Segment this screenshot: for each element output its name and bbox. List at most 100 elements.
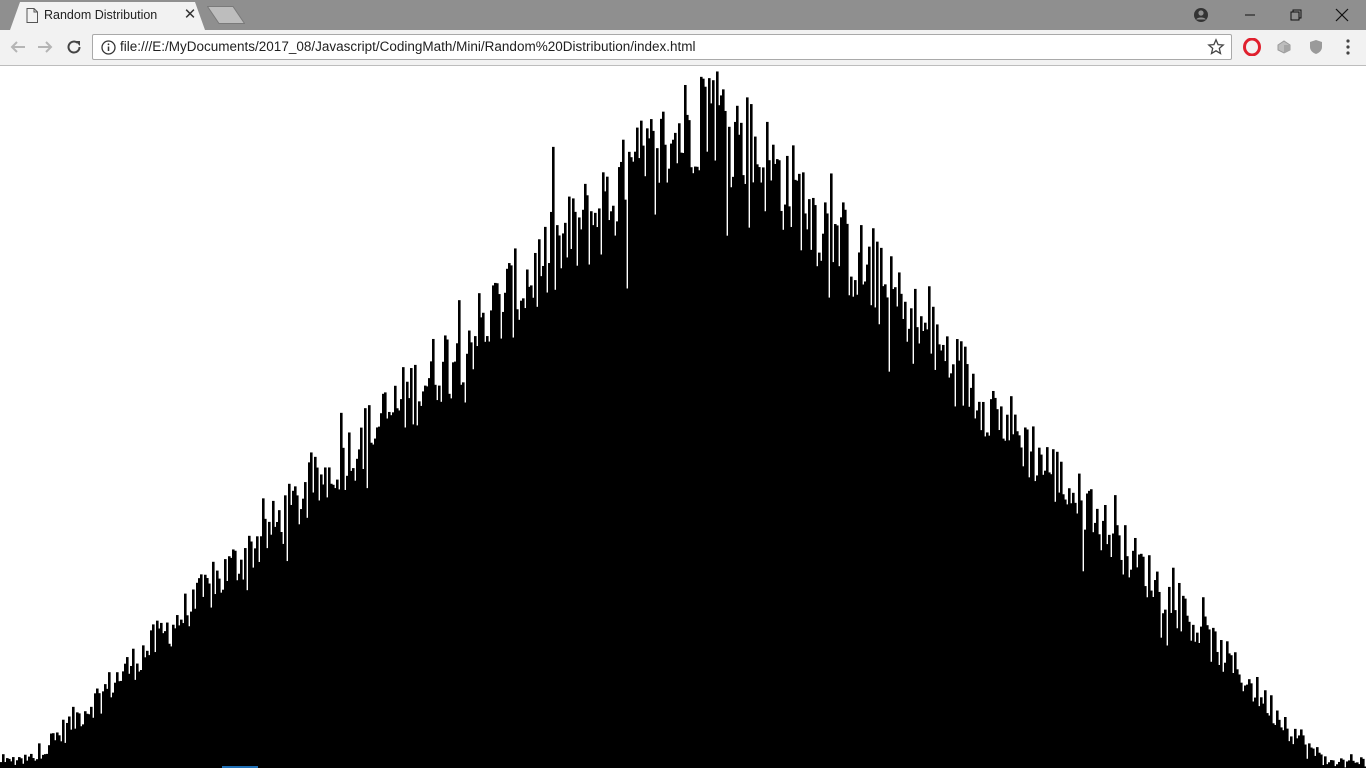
histogram-bar (336, 479, 339, 768)
histogram-bar (1162, 613, 1165, 768)
histogram-bar (476, 346, 479, 768)
histogram-bar (734, 121, 737, 768)
histogram-bar (114, 682, 117, 768)
histogram-bar (276, 521, 279, 768)
histogram-bar (600, 254, 603, 768)
histogram-bar (632, 161, 635, 768)
histogram-bar (1016, 431, 1019, 768)
histogram-bar (1062, 494, 1065, 768)
histogram-bar (684, 84, 687, 768)
histogram-bar (1346, 761, 1349, 768)
histogram-bar (1336, 764, 1339, 768)
histogram-bar (900, 293, 903, 768)
histogram-bar (758, 167, 761, 768)
star-icon[interactable] (1207, 38, 1225, 56)
histogram-bar (1192, 624, 1195, 768)
histogram-bar (1296, 738, 1299, 768)
histogram-bar (906, 341, 909, 768)
histogram-bar (676, 163, 679, 768)
histogram-bar (1238, 674, 1241, 768)
histogram-bar (1286, 728, 1289, 768)
histogram-bar (288, 483, 291, 768)
histogram-bar (348, 432, 351, 768)
browser-tab-active[interactable]: Random Distribution ✕ (10, 2, 205, 30)
histogram-bar (838, 266, 841, 768)
histogram-bar (1276, 710, 1279, 768)
distribution-canvas (0, 71, 1366, 768)
histogram-bar (744, 183, 747, 768)
histogram-bar (60, 741, 63, 768)
histogram-bar (146, 650, 149, 768)
histogram-bar (722, 89, 725, 768)
histogram-bar (12, 757, 15, 768)
histogram-bar (1226, 641, 1229, 768)
histogram-bar (490, 310, 493, 768)
histogram-bar (420, 405, 423, 768)
histogram-bar (916, 327, 919, 768)
histogram-bar (370, 442, 373, 768)
histogram-bar (910, 308, 913, 768)
histogram-bar (1184, 598, 1187, 768)
histogram-bar (274, 526, 277, 768)
histogram-bar (840, 217, 843, 768)
histogram-bar (738, 134, 741, 768)
new-tab-button[interactable] (207, 6, 245, 24)
histogram-bar (1342, 759, 1345, 768)
histogram-bar (882, 286, 885, 768)
histogram-bar (290, 504, 293, 768)
shield-extension-icon[interactable] (1306, 37, 1326, 57)
opera-extension-icon[interactable] (1242, 37, 1262, 57)
histogram-bar (74, 728, 77, 768)
histogram-bar (638, 158, 641, 768)
histogram-bar (528, 286, 531, 768)
histogram-bar (976, 410, 979, 768)
histogram-bar (1014, 414, 1017, 768)
close-icon[interactable] (1319, 0, 1365, 30)
histogram-bar (100, 713, 103, 768)
histogram-bar (532, 297, 535, 768)
histogram-bar (8, 758, 11, 768)
histogram-bar (834, 224, 837, 768)
histogram-bar (530, 285, 533, 768)
histogram-bar (1176, 628, 1179, 768)
histogram-bar (1022, 466, 1025, 768)
histogram-bar (876, 241, 879, 768)
histogram-bar (1314, 755, 1317, 768)
histogram-bar (1064, 499, 1067, 768)
histogram-bar (898, 272, 901, 768)
histogram-bar (392, 412, 395, 768)
minimize-icon[interactable] (1227, 0, 1273, 30)
url-text[interactable]: file:///E:/MyDocuments/2017_08/Javascrip… (120, 39, 696, 54)
histogram-bar (614, 235, 617, 768)
reload-icon[interactable] (62, 35, 86, 59)
info-icon[interactable] (101, 40, 116, 55)
histogram-bar (678, 123, 681, 768)
histogram-bar (486, 336, 489, 768)
restore-icon[interactable] (1273, 0, 1319, 30)
histogram-bar (326, 497, 329, 768)
histogram-bar (826, 213, 829, 768)
histogram-bar (564, 222, 567, 768)
address-bar[interactable]: file:///E:/MyDocuments/2017_08/Javascrip… (92, 34, 1232, 60)
histogram-bar (1364, 766, 1366, 768)
histogram-bar (720, 95, 723, 768)
histogram-bar (1096, 508, 1099, 768)
extension-icon[interactable] (1274, 37, 1294, 57)
histogram-bar (58, 735, 61, 768)
histogram-bar (1052, 449, 1055, 768)
histogram-bar (704, 86, 707, 768)
histogram-bar (914, 288, 917, 768)
histogram-bar (808, 199, 811, 768)
histogram-bar (102, 691, 105, 768)
forward-arrow-icon[interactable] (33, 35, 57, 59)
tab-close-icon[interactable]: ✕ (183, 6, 197, 23)
histogram-bar (416, 425, 419, 768)
histogram-bar (90, 706, 93, 768)
histogram-bar (568, 196, 571, 768)
back-arrow-icon[interactable] (6, 35, 30, 59)
profile-icon[interactable] (1178, 0, 1224, 30)
three-dot-menu-icon[interactable] (1338, 37, 1358, 57)
histogram-bar (850, 276, 853, 768)
histogram-bar (610, 211, 613, 768)
histogram-bar (1034, 481, 1037, 768)
